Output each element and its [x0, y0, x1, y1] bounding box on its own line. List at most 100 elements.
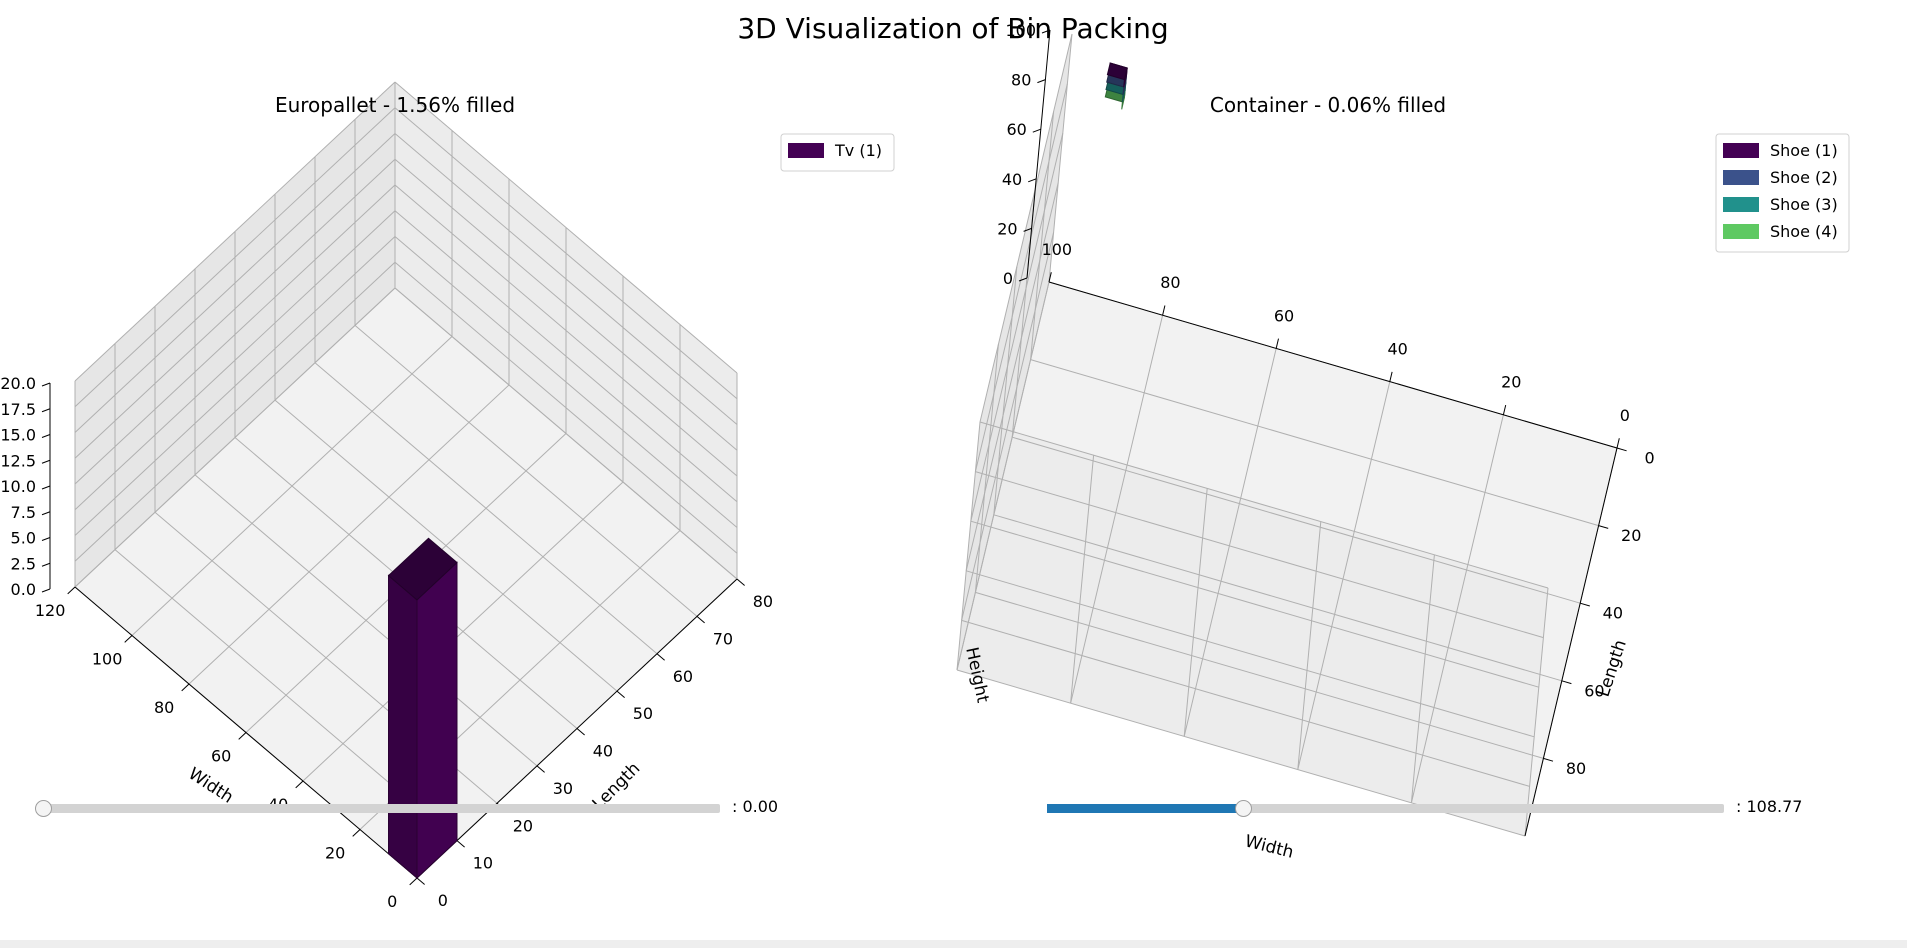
- grid-line: [956, 281, 1050, 671]
- back-pane-y: [957, 34, 1072, 670]
- length-tick: [1561, 680, 1572, 685]
- grid-line: [975, 471, 1544, 639]
- figure-title: 3D Visualization of Bin Packing: [737, 12, 1168, 45]
- height-tick: [41, 588, 51, 593]
- grid-line: [74, 184, 396, 485]
- chart-legend: Tv (1): [780, 133, 895, 172]
- grid-line: [970, 133, 1064, 522]
- grid-line: [394, 158, 738, 451]
- width-tick: [1502, 404, 1507, 415]
- grid-line: [1012, 436, 1581, 604]
- length-tick: [576, 728, 585, 736]
- height-tick: [41, 562, 51, 567]
- grid-line: [1410, 554, 1435, 803]
- legend-label: Tv (1): [834, 141, 882, 160]
- width-tick: [1616, 438, 1620, 449]
- width-tick: [352, 829, 361, 837]
- legend-label: Shoe (2): [1770, 168, 1838, 187]
- container-slider-fill: [1047, 804, 1244, 813]
- height-tick: [41, 408, 51, 413]
- chart-legend: Shoe (1) Shoe (2) Shoe (3) Shoe (4): [1715, 133, 1850, 253]
- height-tick: [1018, 277, 1028, 282]
- length-tick-label: 30: [553, 779, 573, 798]
- length-tick: [416, 877, 425, 885]
- grid-line: [394, 236, 738, 528]
- grid-line: [1030, 111, 1055, 360]
- length-tick-label: 10: [473, 854, 493, 873]
- length-tick-label: 40: [593, 742, 613, 761]
- grid-line: [394, 261, 738, 554]
- grid-line: [979, 33, 1073, 423]
- height-axis-line: [1026, 29, 1051, 279]
- width-tick-label: 60: [1274, 306, 1294, 325]
- legend-label: Shoe (1): [1770, 141, 1838, 160]
- grid-line: [1183, 488, 1208, 737]
- back-pane-x: [957, 422, 1548, 836]
- width-tick: [1389, 371, 1393, 382]
- grid-line: [975, 591, 1544, 759]
- length-tick: [656, 653, 665, 661]
- width-tick: [1275, 338, 1279, 349]
- grid-line: [974, 344, 999, 593]
- width-tick-label: 100: [1042, 240, 1073, 259]
- grid-line: [1183, 348, 1277, 737]
- height-tick: [41, 537, 51, 541]
- height-tick: [41, 485, 51, 490]
- legend-swatch: [1723, 170, 1759, 185]
- width-tick-label: 20: [1501, 373, 1521, 392]
- grid-line: [993, 514, 1562, 682]
- height-tick-label: 12.5: [0, 451, 36, 470]
- height-tick-label: 2.5: [11, 554, 36, 573]
- container-chart: 0 20 40 60 80 0 20 40 60 80 100 0 20 40 60 80 100 Length W…: [956, 21, 1850, 863]
- height-tick-label: 40: [1002, 170, 1022, 189]
- grid-line: [394, 184, 738, 477]
- grid-line: [74, 210, 396, 511]
- height-tick: [41, 511, 51, 516]
- height-tick: [1028, 178, 1037, 183]
- grid-line: [74, 158, 396, 459]
- width-tick-label: 100: [92, 650, 123, 669]
- grid-line: [993, 266, 1018, 515]
- europallet-slider[interactable]: [35, 800, 720, 817]
- grid-line: [1524, 587, 1549, 837]
- length-tick-label: 80: [1566, 759, 1586, 778]
- height-tick-label: 100: [1005, 21, 1036, 40]
- length-tick-label: 80: [753, 592, 773, 611]
- width-tick-label: 0: [387, 892, 397, 911]
- grid-line: [965, 182, 1059, 571]
- grid-line: [131, 336, 453, 636]
- length-tick-label: 70: [713, 629, 733, 648]
- grid-line: [74, 133, 396, 433]
- grid-line: [74, 287, 396, 588]
- legend-label: Shoe (3): [1770, 195, 1838, 214]
- container-slider[interactable]: [1047, 800, 1724, 817]
- width-tick-label: 0: [1620, 406, 1630, 425]
- grid-line: [961, 619, 1530, 787]
- height-tick-label: 20: [997, 219, 1017, 238]
- width-tick-label: 40: [1387, 340, 1407, 359]
- height-tick: [41, 434, 51, 438]
- container-slider-handle[interactable]: [1235, 800, 1253, 817]
- length-tick: [616, 690, 625, 698]
- europallet-slider-handle[interactable]: [35, 800, 52, 817]
- length-tick: [1580, 602, 1590, 607]
- width-axis-label: Width: [185, 764, 237, 808]
- grid-line: [74, 236, 396, 536]
- height-tick: [41, 382, 51, 387]
- width-axis-line: [1048, 281, 1618, 449]
- height-tick-label: 0.0: [11, 580, 36, 599]
- grid-line: [74, 81, 396, 382]
- europallet-chart: 010203040506070800204060801001200.02.55.…: [0, 81, 895, 911]
- height-tick: [1023, 227, 1032, 232]
- length-tick: [1598, 525, 1609, 529]
- grid-line: [966, 570, 1535, 738]
- width-tick-label: 80: [154, 698, 174, 717]
- bottom-scrollbar: [0, 940, 1907, 948]
- box-shoe-1: [1106, 62, 1128, 88]
- length-tick-label: 40: [1603, 604, 1623, 623]
- grid-line: [394, 287, 738, 580]
- width-tick-label: 20: [325, 844, 345, 863]
- legend-swatch: [1723, 197, 1759, 212]
- length-tick: [536, 765, 545, 773]
